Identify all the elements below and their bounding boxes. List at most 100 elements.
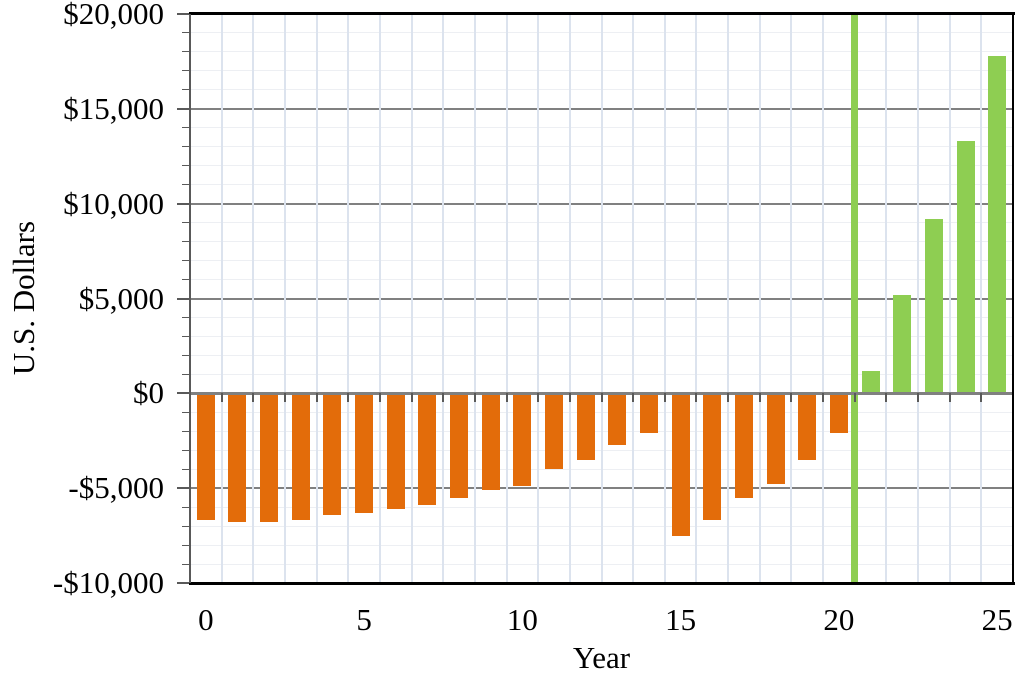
y-minor-tick [182, 354, 189, 356]
v-gridline [822, 14, 825, 583]
bar-year-1 [228, 393, 247, 523]
x-tick-mark [917, 393, 920, 403]
y-minor-tick [182, 165, 189, 167]
y-minor-tick [182, 335, 189, 337]
x-tick-mark [980, 393, 983, 403]
y-major-tick [177, 297, 189, 300]
x-tick-mark [663, 393, 666, 403]
x-tick-mark [442, 393, 445, 403]
y-minor-tick [182, 411, 189, 413]
bar-year-25 [988, 55, 1007, 394]
y-minor-tick [182, 279, 189, 281]
v-gridline [283, 14, 286, 583]
x-tick-mark [790, 393, 793, 403]
bar-year-14 [639, 393, 658, 434]
v-gridline [663, 14, 666, 583]
bar-year-5 [355, 393, 374, 513]
v-gridline [568, 14, 571, 583]
y-major-tick [177, 582, 189, 584]
bar-year-17 [734, 393, 753, 498]
bar-year-0 [196, 393, 215, 521]
y-minor-tick [182, 241, 189, 243]
v-gridline [727, 14, 730, 583]
y-tick-label: -$5,000 [68, 470, 164, 506]
x-tick-mark [220, 393, 223, 403]
v-gridline [758, 14, 761, 583]
x-tick-mark [315, 393, 318, 403]
x-tick-mark [822, 393, 825, 403]
x-tick-mark [695, 393, 698, 403]
y-tick-label: $15,000 [63, 90, 164, 126]
x-tick-mark [283, 393, 286, 403]
v-gridline [948, 14, 951, 583]
y-major-tick [177, 392, 189, 395]
x-tick-mark [727, 393, 730, 403]
y-minor-tick [182, 468, 189, 470]
y-minor-tick [182, 525, 189, 527]
x-tick-mark [473, 393, 476, 403]
y-minor-tick [182, 260, 189, 262]
y-major-tick [177, 202, 189, 205]
v-gridline [442, 14, 445, 583]
bar-year-12 [576, 393, 595, 460]
y-minor-tick [182, 127, 189, 129]
bar-year-20 [829, 393, 848, 434]
y-minor-tick [182, 430, 189, 432]
payback-divider-line [851, 14, 859, 583]
y-minor-tick [182, 146, 189, 148]
bar-year-3 [291, 393, 310, 521]
y-tick-label: $10,000 [63, 185, 164, 221]
x-tick-mark [568, 393, 571, 403]
y-minor-tick [182, 51, 189, 53]
v-gridline [252, 14, 255, 583]
x-axis-title: Year [572, 640, 631, 675]
y-axis-line [189, 14, 191, 583]
y-tick-label: $20,000 [63, 0, 164, 31]
v-gridline [347, 14, 350, 583]
y-minor-tick [182, 70, 189, 72]
v-gridline [980, 14, 983, 583]
bar-year-7 [418, 393, 437, 506]
v-gridline [537, 14, 540, 583]
x-tick-label: 5 [356, 602, 372, 637]
x-tick-label: 25 [981, 602, 1013, 637]
y-major-tick [177, 107, 189, 110]
bar-year-24 [956, 141, 975, 394]
y-major-tick [177, 487, 189, 490]
bar-year-18 [766, 393, 785, 485]
x-tick-label: 20 [823, 602, 855, 637]
y-minor-tick [182, 184, 189, 186]
y-minor-tick [182, 544, 189, 546]
bar-year-22 [893, 294, 912, 394]
x-tick-mark [600, 393, 603, 403]
x-tick-mark [758, 393, 761, 403]
bar-year-9 [481, 393, 500, 491]
x-tick-label: 0 [198, 602, 214, 637]
x-tick-mark [252, 393, 255, 403]
bar-year-19 [798, 393, 817, 460]
y-tick-label: $5,000 [78, 280, 164, 316]
y-tick-label: -$10,000 [52, 565, 164, 600]
bar-year-23 [924, 218, 943, 394]
plot-right-border [1012, 12, 1014, 585]
v-gridline [885, 14, 888, 583]
x-tick-mark [505, 393, 508, 403]
y-minor-tick [182, 373, 189, 375]
y-minor-tick [182, 449, 189, 451]
v-gridline [378, 14, 381, 583]
x-tick-mark [378, 393, 381, 403]
plot-area [190, 14, 1013, 583]
v-gridline [917, 14, 920, 583]
y-minor-tick [182, 316, 189, 318]
v-gridline [790, 14, 793, 583]
bar-year-6 [386, 393, 405, 510]
bar-year-8 [450, 393, 469, 498]
v-gridline [632, 14, 635, 583]
y-minor-tick [182, 563, 189, 565]
bar-year-21 [861, 370, 880, 394]
x-tick-mark [347, 393, 350, 403]
v-gridline [315, 14, 318, 583]
v-gridline [220, 14, 223, 583]
x-tick-mark [632, 393, 635, 403]
